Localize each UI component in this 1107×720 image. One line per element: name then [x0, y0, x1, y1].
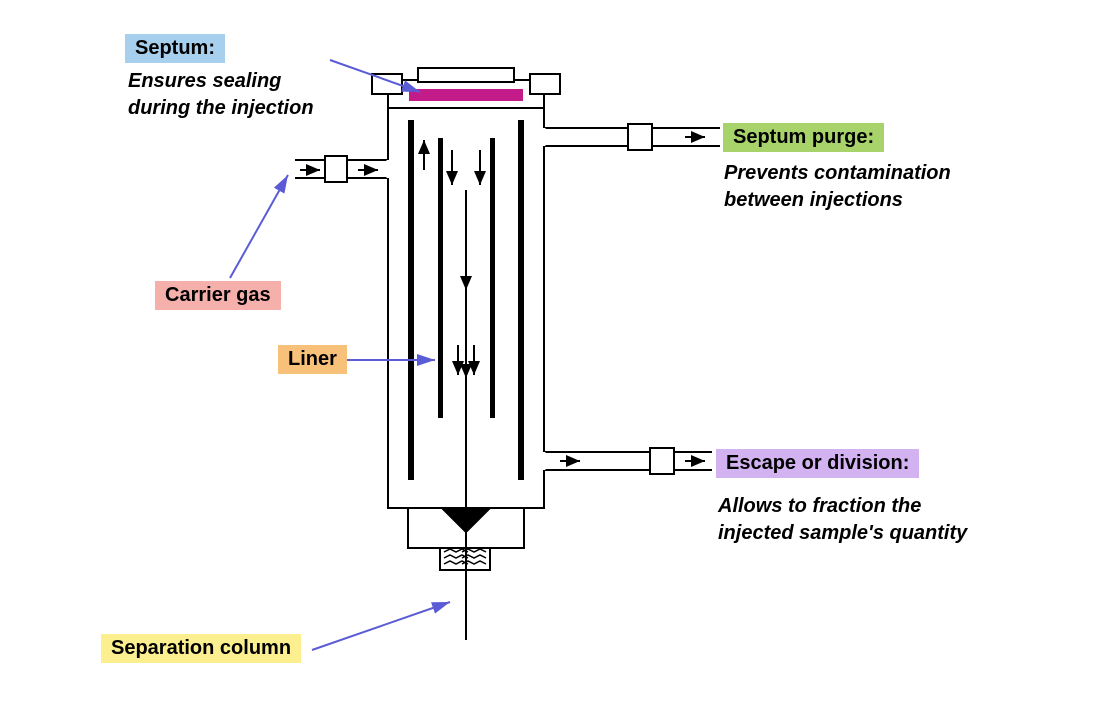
- desc-purge-line2: between injections: [724, 189, 903, 211]
- desc-purge-line1: Prevents contamination: [724, 162, 951, 184]
- desc-escape-line1: Allows to fraction the: [718, 495, 921, 517]
- label-septum-purge: Septum purge:: [723, 123, 884, 152]
- desc-septum: Ensures sealing during the injection: [128, 68, 314, 122]
- label-liner: Liner: [278, 345, 347, 374]
- desc-escape-line2: injected sample's quantity: [718, 522, 967, 544]
- label-carrier-gas: Carrier gas: [155, 281, 281, 310]
- label-escape-division: Escape or division:: [716, 449, 919, 478]
- schematic-body: [295, 68, 720, 640]
- desc-septum-purge: Prevents contamination between injection…: [724, 160, 951, 214]
- label-separation-column: Separation column: [101, 634, 301, 663]
- desc-septum-line1: Ensures sealing: [128, 70, 281, 92]
- desc-septum-line2: during the injection: [128, 97, 314, 119]
- desc-escape-division: Allows to fraction the injected sample's…: [718, 493, 967, 547]
- label-septum: Septum:: [125, 34, 225, 63]
